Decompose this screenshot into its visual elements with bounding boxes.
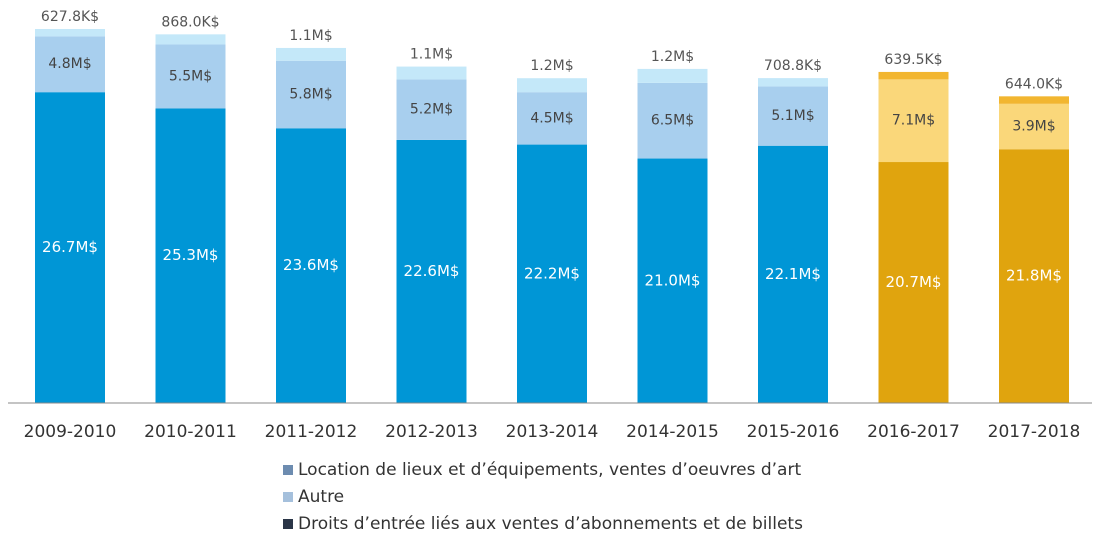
bar-segment: [35, 92, 105, 404]
bar-segment: [155, 44, 226, 109]
value-label: 644.0K$: [1005, 76, 1063, 92]
bar-segment: [878, 162, 949, 403]
legend-swatch: [283, 492, 293, 502]
value-label: 7.1M$: [892, 113, 935, 129]
bar-segment: [999, 149, 1069, 403]
value-label: 22.2M$: [524, 264, 580, 282]
bar-segment: [276, 128, 346, 403]
value-label: 6.5M$: [651, 113, 694, 129]
x-tick-label: 2015-2016: [747, 422, 840, 442]
value-label: 25.3M$: [163, 246, 219, 264]
bar-segment: [517, 92, 587, 145]
bar-segment: [878, 71, 949, 80]
bar-segment: [155, 108, 226, 403]
value-label: 639.5K$: [884, 52, 942, 68]
value-label: 5.2M$: [410, 102, 453, 118]
value-label: 20.7M$: [886, 273, 942, 291]
value-label: 26.7M$: [42, 238, 98, 256]
legend-label: Droits d’entrée liés aux ventes d’abonne…: [298, 514, 803, 534]
legend-swatch: [283, 465, 293, 475]
bar-segment: [396, 79, 467, 140]
value-label: 21.8M$: [1006, 267, 1062, 285]
value-label: 21.0M$: [645, 271, 701, 289]
value-label: 1.1M$: [410, 47, 453, 63]
bar-segment: [276, 60, 346, 129]
x-tick-label: 2017-2018: [988, 422, 1081, 442]
x-tick-label: 2013-2014: [506, 422, 599, 442]
value-label: 1.2M$: [530, 58, 573, 74]
bar-segment: [35, 29, 105, 37]
x-tick-label: 2009-2010: [24, 422, 117, 442]
value-label: 868.0K$: [161, 14, 219, 30]
value-label: 1.1M$: [289, 28, 332, 44]
legend-label: Location de lieux et d’équipements, vent…: [298, 460, 801, 480]
x-tick-label: 2010-2011: [144, 422, 237, 442]
bar-segment: [637, 158, 708, 403]
value-label: 23.6M$: [283, 256, 339, 274]
value-label: 4.8M$: [48, 56, 91, 72]
x-tick-label: 2014-2015: [626, 422, 719, 442]
x-tick-label: 2011-2012: [265, 422, 358, 442]
value-label: 5.8M$: [289, 87, 332, 103]
value-label: 708.8K$: [764, 58, 822, 74]
value-label: 1.2M$: [651, 49, 694, 65]
bar-segment: [517, 144, 587, 403]
bar-segment: [517, 78, 587, 93]
bar-segment: [758, 78, 828, 87]
bar-segment: [758, 86, 828, 146]
bar-segment: [396, 66, 467, 80]
bar-segment: [155, 34, 226, 45]
value-label: 5.1M$: [771, 108, 814, 124]
bar-segment: [637, 68, 708, 83]
bar-segment: [999, 103, 1069, 150]
legend-label: Autre: [298, 487, 344, 507]
value-label: 22.6M$: [404, 262, 460, 280]
bar-segment: [999, 96, 1069, 104]
value-label: 3.9M$: [1012, 119, 1055, 135]
bar-segment: [35, 36, 105, 93]
bar-segment: [396, 139, 467, 403]
bar-segment: [276, 47, 346, 61]
value-label: 4.5M$: [530, 110, 573, 126]
bar-segment: [758, 145, 828, 403]
value-label: 5.5M$: [169, 68, 212, 84]
value-label: 22.1M$: [765, 265, 821, 283]
bar-segment: [878, 79, 949, 163]
x-tick-label: 2012-2013: [385, 422, 478, 442]
legend-swatch: [283, 519, 293, 529]
bar-segment: [637, 82, 708, 159]
x-tick-label: 2016-2017: [867, 422, 960, 442]
value-label: 627.8K$: [41, 9, 99, 25]
